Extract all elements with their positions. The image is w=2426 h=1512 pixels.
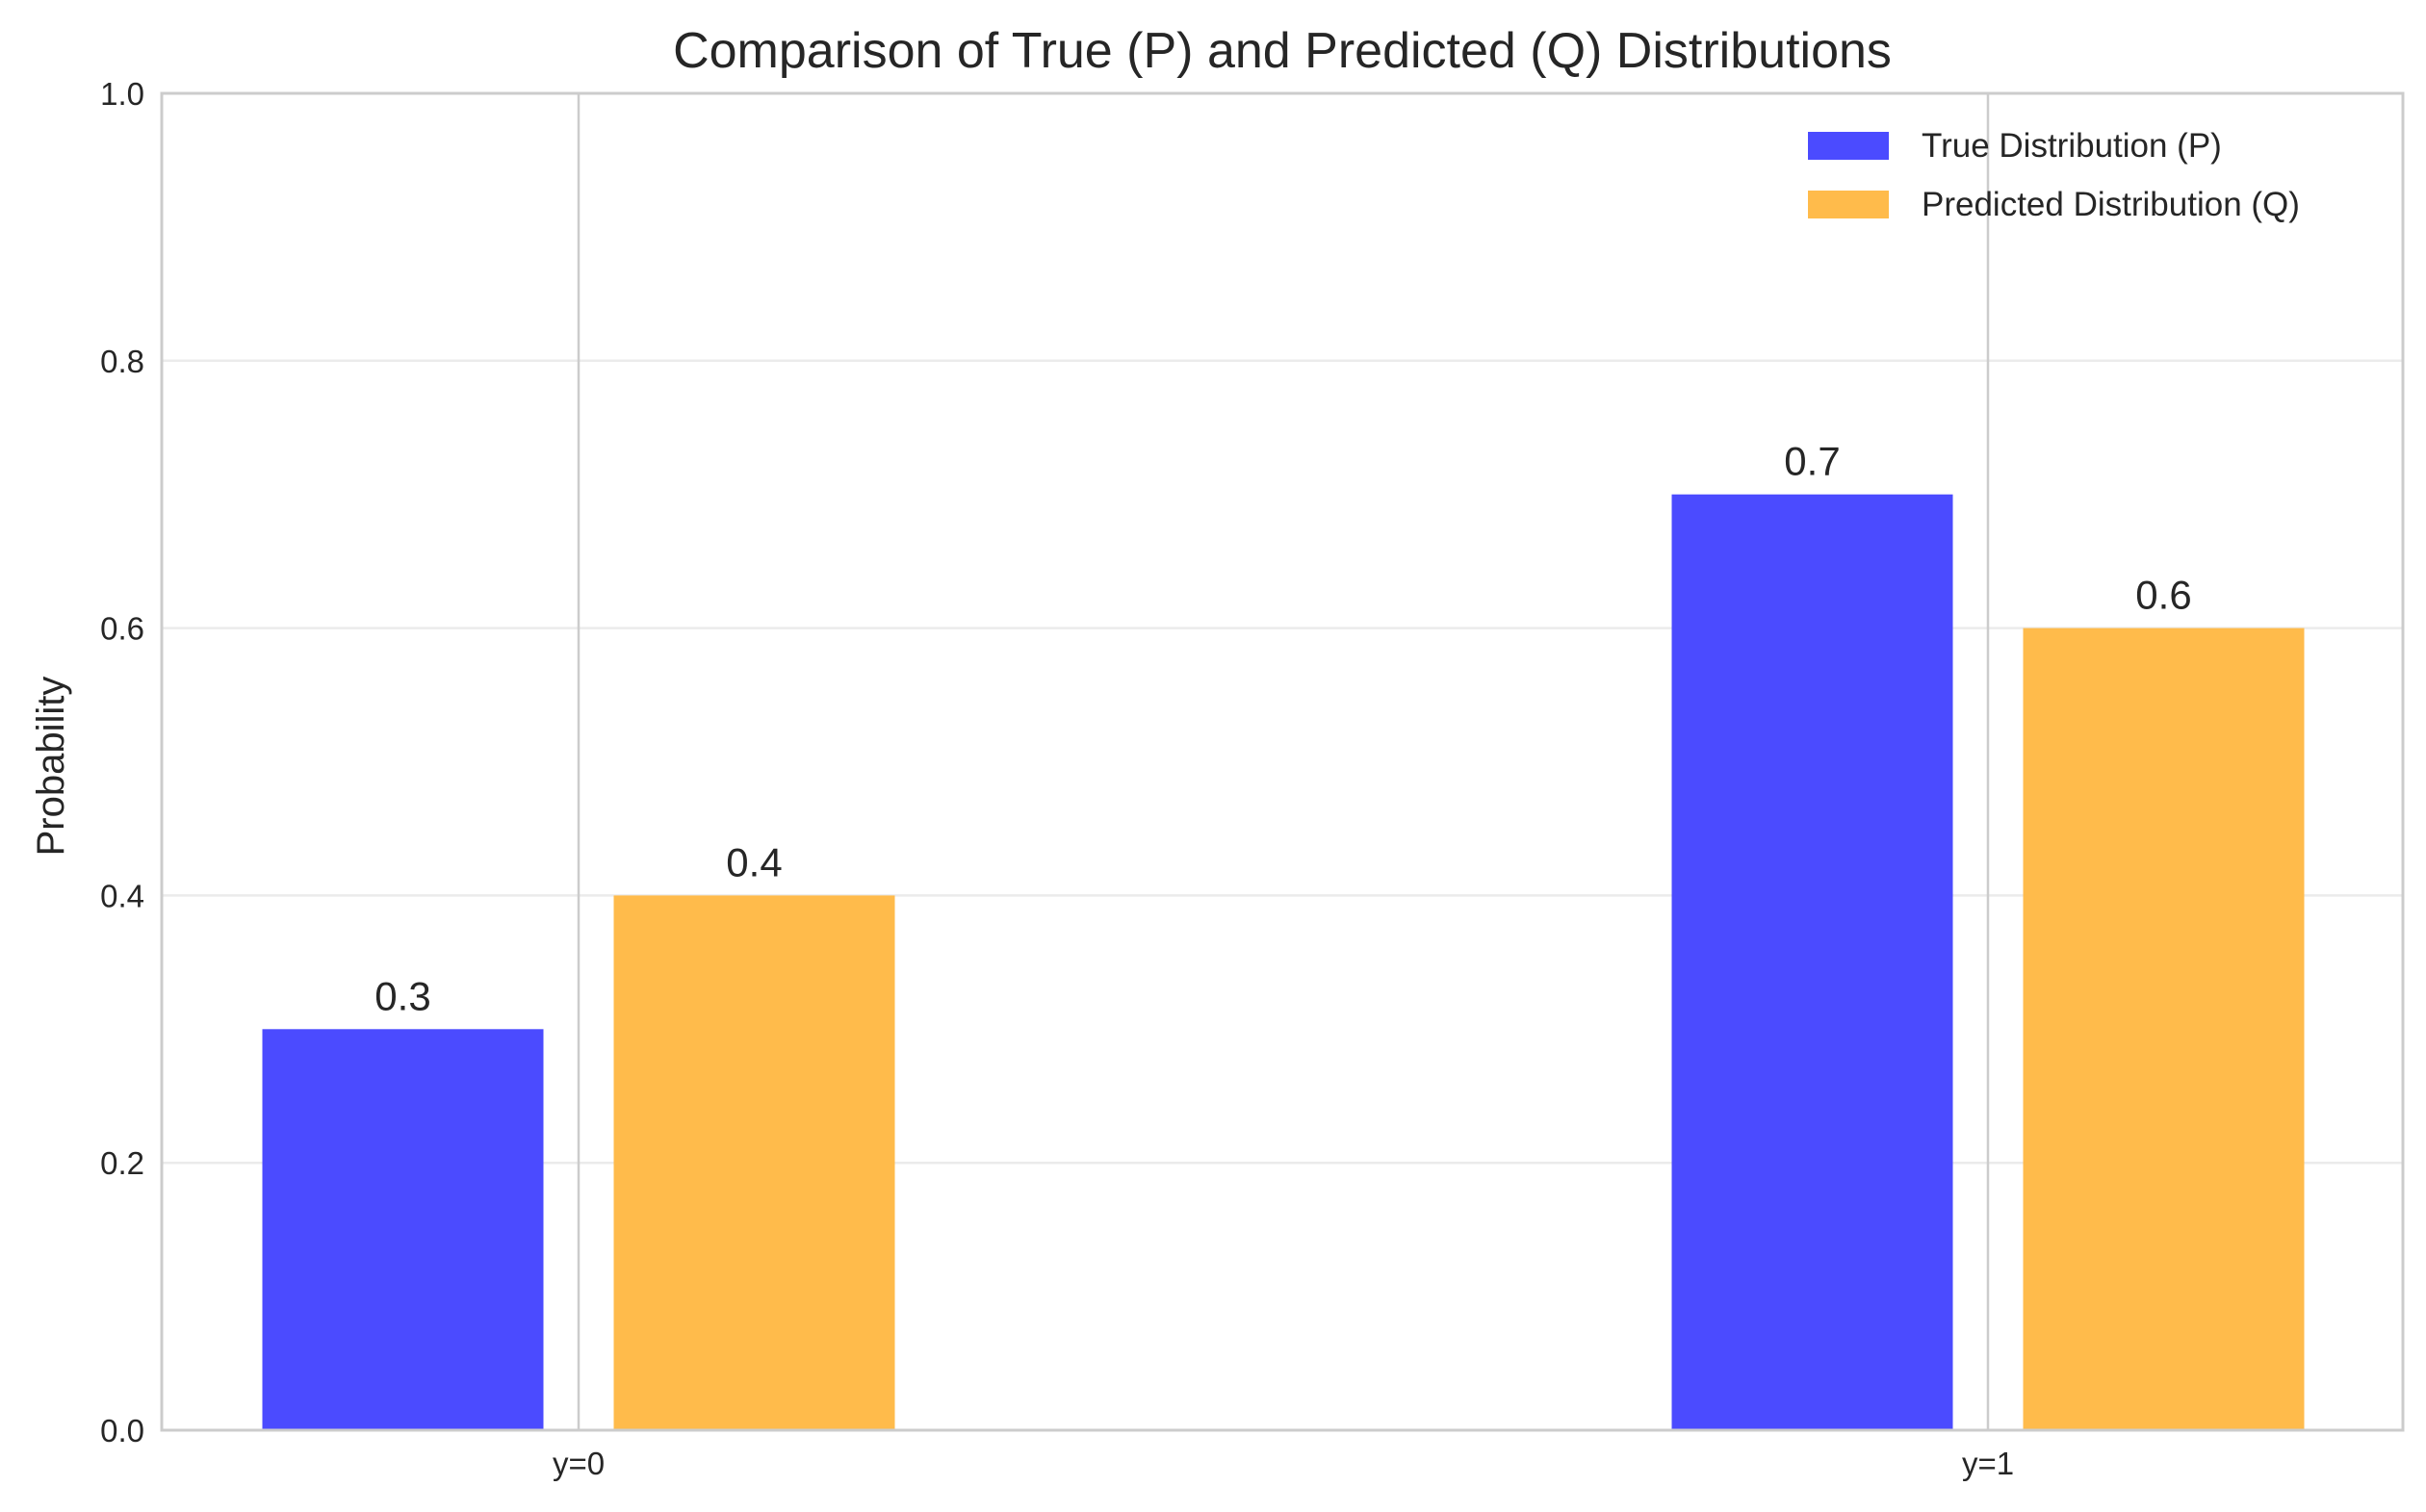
bar bbox=[262, 1029, 544, 1430]
bars-layer bbox=[262, 494, 2305, 1430]
legend-label: True Distribution (P) bbox=[1922, 127, 2222, 165]
y-axis-label: Probability bbox=[30, 677, 72, 857]
x-tick-label: y=1 bbox=[1962, 1446, 2014, 1481]
legend: True Distribution (P) Predicted Distribut… bbox=[1808, 127, 2300, 223]
legend-swatch bbox=[1808, 132, 1889, 160]
y-tick-label: 0.8 bbox=[100, 344, 144, 379]
ticks-layer: 0.0 0.2 0.4 0.6 0.8 1.0 y=0 y=1 bbox=[100, 76, 2014, 1481]
plot-frame bbox=[160, 91, 2405, 1432]
bar-value-label: 0.3 bbox=[374, 973, 430, 1018]
bar-value-label: 0.7 bbox=[1784, 439, 1840, 484]
chart-title: Comparison of True (P) and Predicted (Q)… bbox=[673, 23, 1892, 79]
y-tick-label: 0.4 bbox=[100, 878, 144, 913]
data-labels-layer: 0.3 0.7 0.4 0.6 bbox=[374, 439, 2191, 1019]
bar bbox=[613, 895, 895, 1430]
y-tick-label: 0.2 bbox=[100, 1145, 144, 1181]
y-tick-label: 1.0 bbox=[100, 76, 144, 112]
bar bbox=[1671, 494, 1953, 1430]
legend-label: Predicted Distribution (Q) bbox=[1922, 186, 2300, 223]
bar-value-label: 0.4 bbox=[726, 839, 782, 884]
y-tick-label: 0.6 bbox=[100, 611, 144, 647]
bar bbox=[2023, 628, 2305, 1430]
legend-swatch bbox=[1808, 191, 1889, 218]
x-tick-label: y=0 bbox=[553, 1446, 605, 1481]
bar-value-label: 0.6 bbox=[2135, 573, 2191, 618]
y-tick-label: 0.0 bbox=[100, 1413, 144, 1448]
